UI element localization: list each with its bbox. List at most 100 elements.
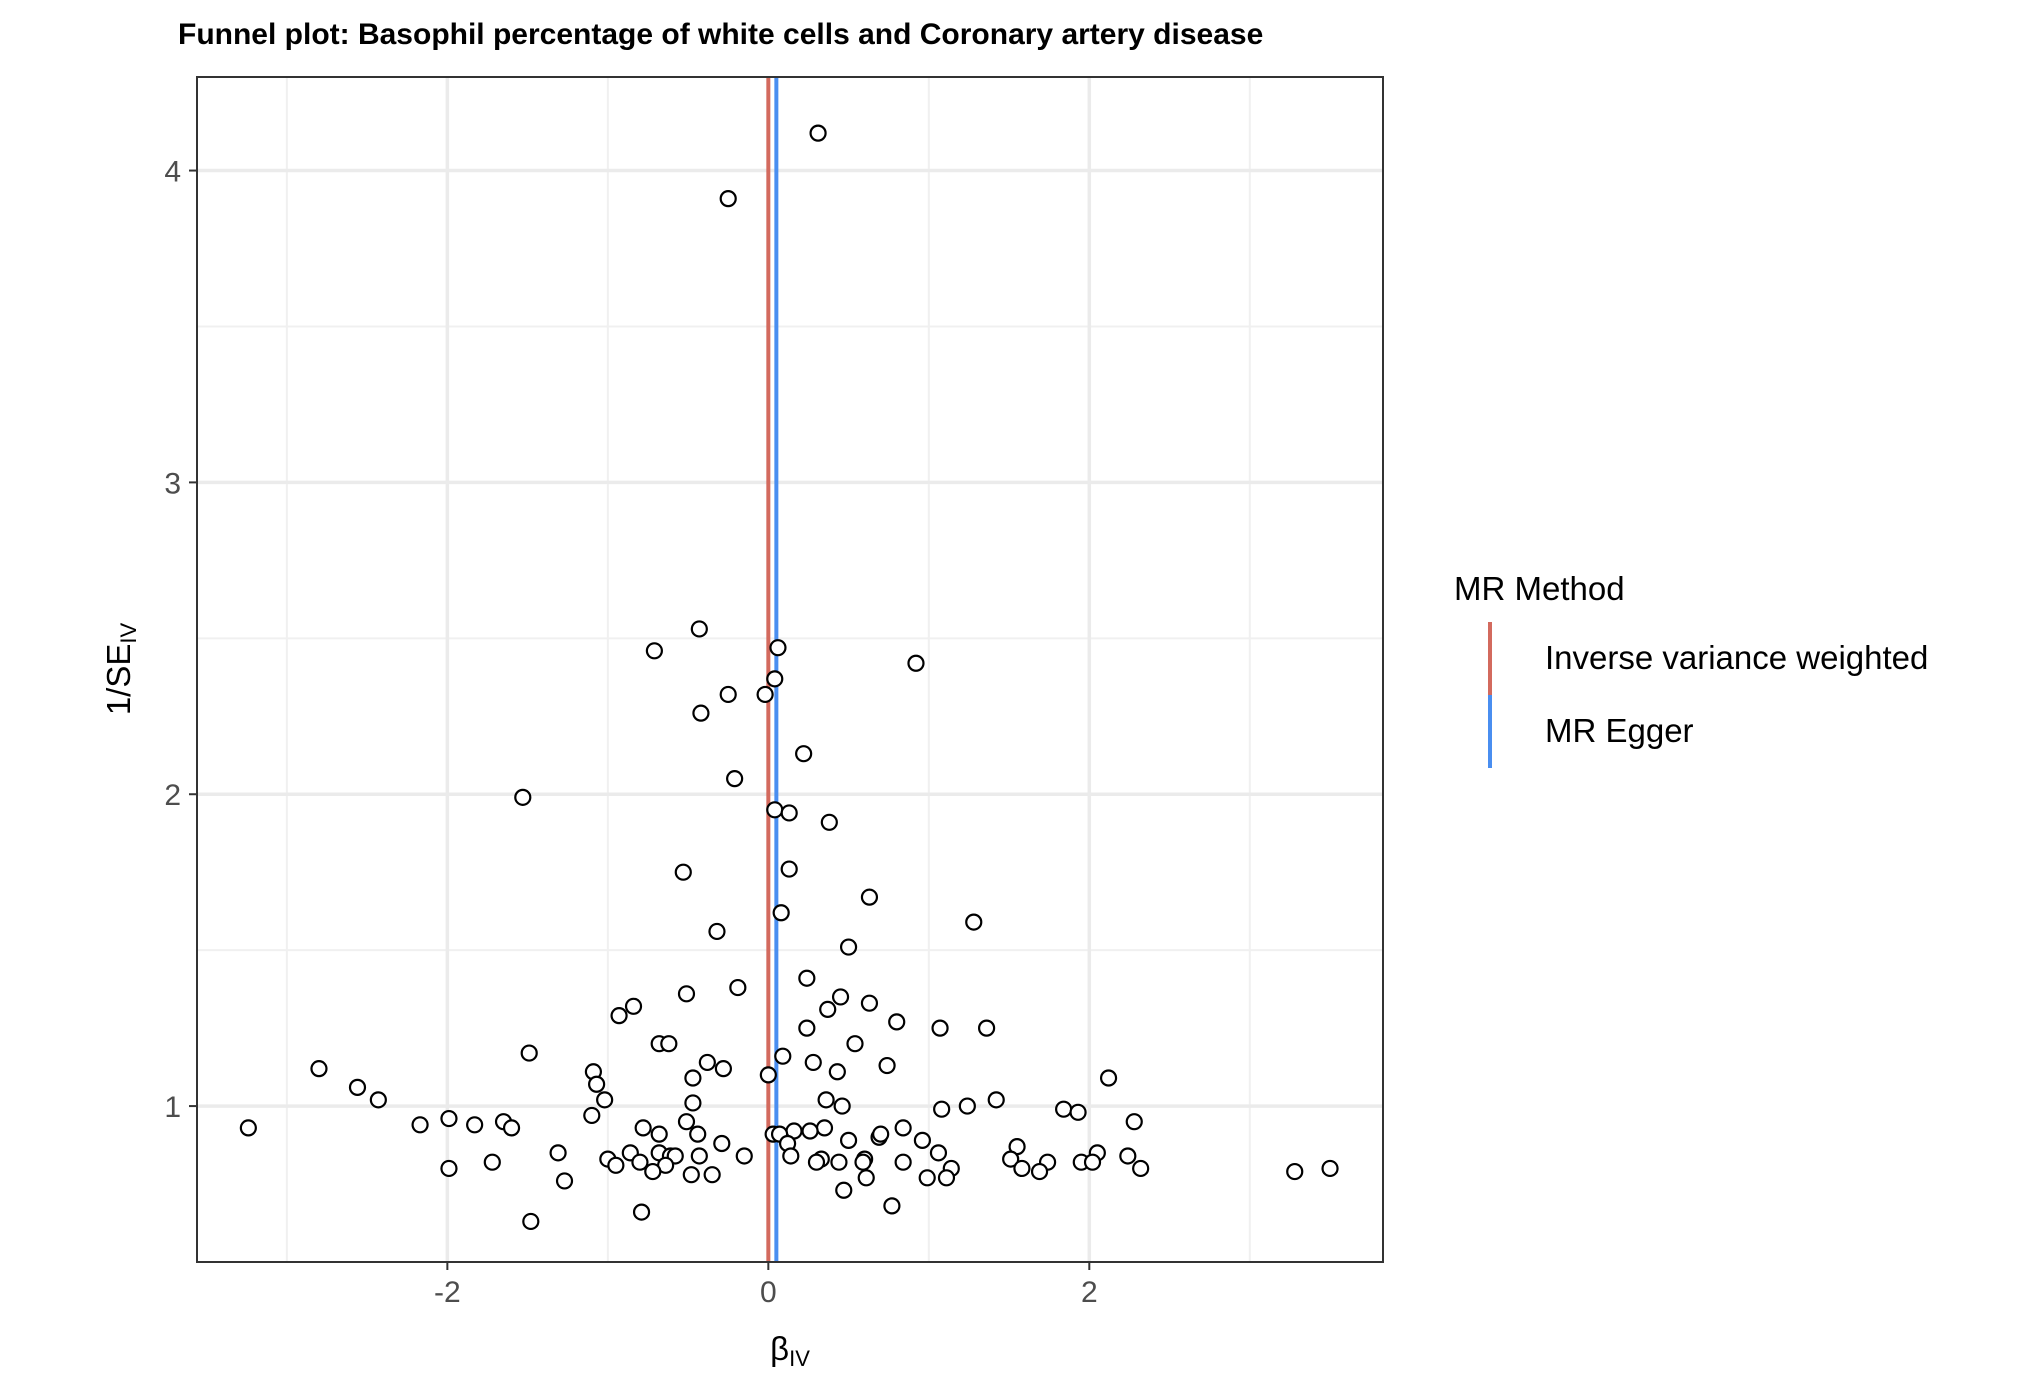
data-point <box>958 1097 976 1115</box>
y-axis: 1 2 3 4 <box>164 156 197 1124</box>
data-point <box>913 1131 932 1149</box>
data-point <box>931 1019 949 1037</box>
data-point <box>857 1169 875 1187</box>
data-point <box>883 1197 901 1215</box>
y-tick-label: 3 <box>164 467 181 500</box>
data-point <box>933 1100 951 1118</box>
data-point <box>846 1035 864 1053</box>
legend-title: MR Method <box>1454 570 1625 607</box>
data-point <box>677 985 696 1003</box>
data-point <box>965 913 983 931</box>
data-point <box>239 1119 257 1137</box>
x-axis-title-main: β <box>770 1330 789 1367</box>
data-point <box>703 1166 721 1184</box>
data-point <box>624 997 643 1015</box>
data-point <box>833 1097 851 1115</box>
data-point <box>369 1091 387 1109</box>
data-point <box>815 1119 834 1137</box>
data-point <box>555 1172 574 1190</box>
data-point <box>631 1153 649 1171</box>
data-point <box>310 1060 328 1078</box>
x-tick-label: -2 <box>434 1276 461 1309</box>
data-point <box>549 1144 567 1162</box>
data-point <box>801 1122 819 1140</box>
data-point <box>735 1147 753 1165</box>
data-point <box>502 1119 521 1137</box>
y-tick-label: 4 <box>164 156 181 189</box>
data-point <box>583 1106 601 1125</box>
data-point <box>1125 1113 1143 1131</box>
y-axis-title-sub: IV <box>116 623 141 644</box>
data-point <box>780 860 798 878</box>
y-axis-title-main: 1/SE <box>100 644 137 716</box>
data-point <box>807 1153 826 1171</box>
data-point <box>1286 1162 1304 1181</box>
data-point <box>987 1091 1005 1109</box>
data-point <box>839 1131 858 1149</box>
data-point <box>682 1166 700 1184</box>
data-point <box>772 904 790 922</box>
data-point <box>860 888 879 906</box>
y-tick-label: 2 <box>164 779 181 812</box>
data-point <box>690 1147 708 1165</box>
data-point <box>514 788 532 806</box>
data-point <box>907 654 925 672</box>
data-point <box>610 1007 628 1025</box>
data-point <box>817 1091 835 1109</box>
data-point <box>766 801 784 819</box>
data-point <box>835 1181 853 1199</box>
x-tick-label: 0 <box>760 1276 777 1309</box>
data-point <box>692 704 710 722</box>
data-point <box>1069 1103 1087 1121</box>
data-points <box>239 124 1339 1231</box>
data-point <box>1119 1147 1137 1165</box>
data-point <box>708 922 726 941</box>
data-point <box>596 1091 614 1109</box>
data-point <box>918 1169 936 1187</box>
data-point <box>644 1162 662 1181</box>
data-point <box>440 1109 458 1128</box>
data-point <box>1099 1069 1118 1087</box>
data-point <box>650 1125 668 1143</box>
data-point <box>729 978 747 997</box>
data-point <box>977 1019 996 1037</box>
legend-label-egger: MR Egger <box>1545 712 1694 749</box>
method-lines <box>766 77 779 1262</box>
data-point <box>466 1116 484 1134</box>
data-point <box>690 620 708 638</box>
data-point <box>483 1153 501 1171</box>
data-point <box>809 124 827 142</box>
data-point <box>684 1094 702 1112</box>
data-point <box>1132 1159 1150 1178</box>
data-point <box>607 1156 625 1174</box>
data-point <box>804 1053 822 1072</box>
data-point <box>937 1169 956 1187</box>
x-axis-title-sub: IV <box>789 1346 810 1371</box>
data-point <box>1083 1153 1102 1171</box>
legend-label-ivw: Inverse variance weighted <box>1545 639 1928 676</box>
gridlines <box>197 77 1383 1262</box>
data-point <box>888 1013 906 1031</box>
data-point <box>588 1075 606 1093</box>
data-point <box>929 1144 948 1162</box>
data-point <box>828 1063 846 1081</box>
data-point <box>798 1019 816 1037</box>
data-point <box>726 770 744 788</box>
data-point <box>839 938 858 956</box>
data-point <box>878 1056 896 1075</box>
legend: MR Method Inverse variance weighted MR E… <box>1454 570 1928 768</box>
x-axis-title: βIV <box>770 1330 810 1371</box>
data-point <box>830 1153 848 1171</box>
data-point <box>674 863 692 881</box>
data-point <box>798 969 816 987</box>
data-point <box>713 1134 731 1153</box>
data-point <box>719 685 737 704</box>
data-point <box>719 190 737 208</box>
data-point <box>872 1125 890 1143</box>
data-point <box>522 1212 540 1231</box>
plot-panel <box>197 77 1383 1262</box>
x-tick-label: 2 <box>1081 1276 1098 1309</box>
data-point <box>894 1119 912 1137</box>
data-point <box>1030 1162 1049 1181</box>
